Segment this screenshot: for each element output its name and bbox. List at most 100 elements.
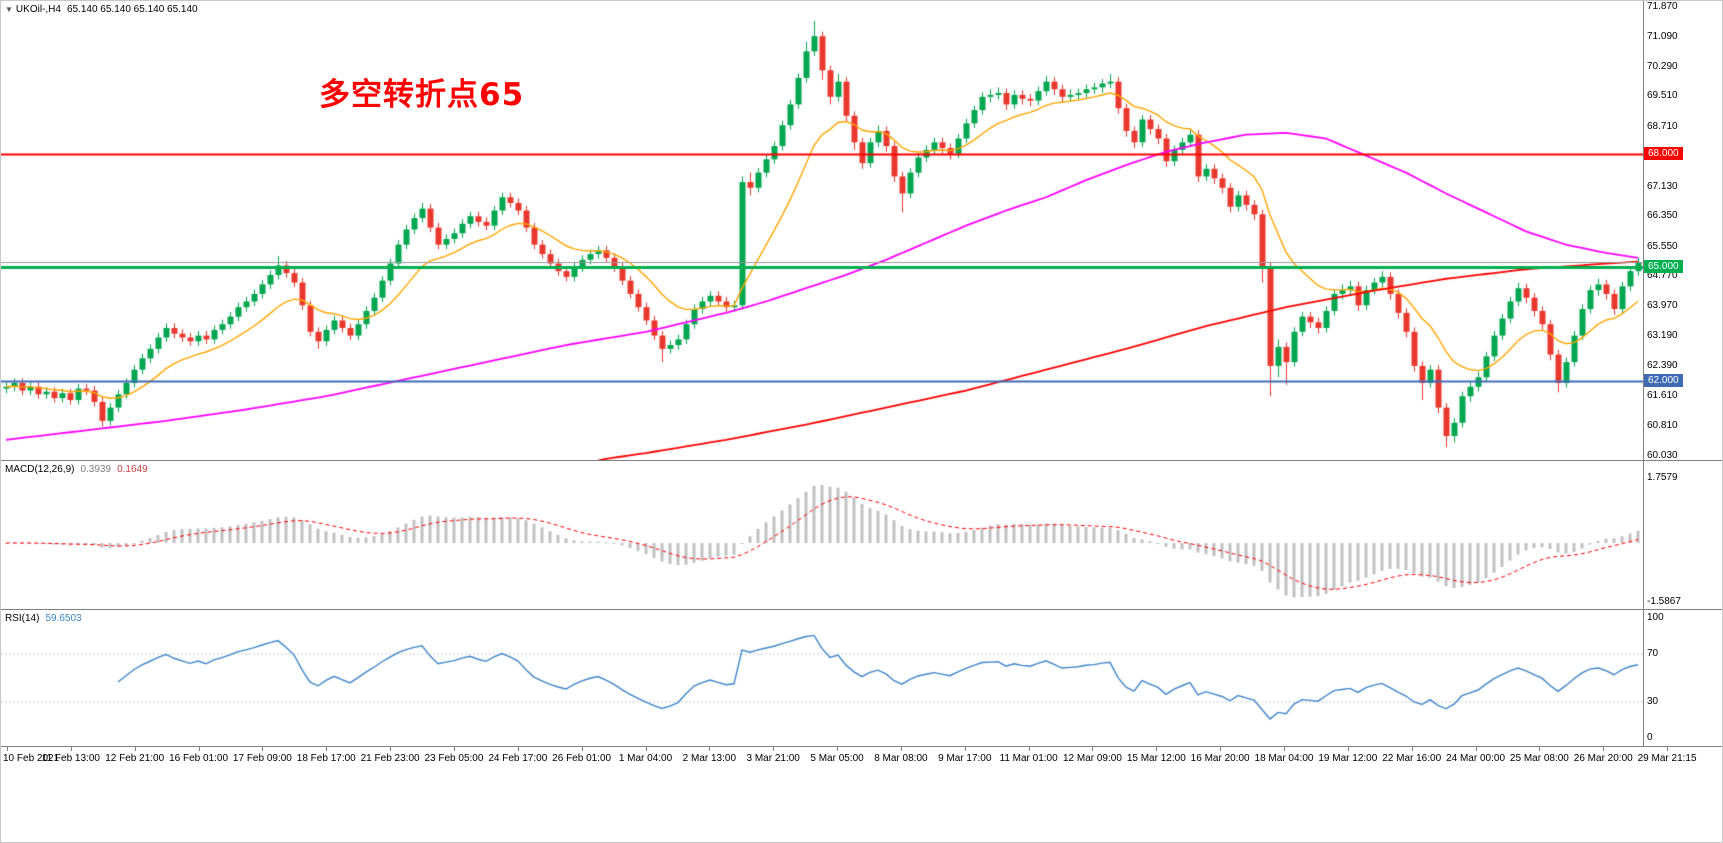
macd-axis-label: -1.5867 [1647,595,1681,607]
symbol-timeframe-label: UKOil-,H4 [15,4,61,15]
time-axis-label: 15 Mar 12:00 [1126,753,1186,764]
price-axis[interactable]: 71.87071.09070.29069.51068.71067.93067.1… [1644,1,1722,767]
macd-signal-value: 0.1649 [117,464,148,475]
price-axis-label: 62.390 [1647,360,1678,372]
time-axis-tick [900,747,902,751]
time-axis-tick [198,747,200,751]
time-axis[interactable]: 10 Feb 2021 11 Feb 13:00 12 Feb 21:00 16 Fe… [1,747,1722,842]
rsi-indicator-label: RSI(14) 59.6503 [5,613,82,624]
time-axis-label: 24 Feb 17:00 [488,753,548,764]
time-axis-label: 2 Mar 13:00 [682,753,737,764]
rsi-axis-label: 30 [1647,696,1659,707]
time-axis-label: 11 Mar 01:00 [999,753,1058,764]
price-axis-label: 61.610 [1647,389,1678,401]
time-axis-label: 29 Mar 21:15 [1637,753,1697,764]
time-axis-label: 18 Feb 17:00 [296,753,356,764]
time-axis-tick [1284,747,1285,751]
ohlc-values-label: 65.140 65.140 65.140 65.140 [66,4,198,15]
time-axis-tick [1411,747,1413,751]
panel-separator-main-macd[interactable] [1,460,1722,461]
panel-separator-time-axis [1,746,1722,747]
time-axis-tick [1028,747,1030,751]
price-axis-label: 65.550 [1647,240,1678,252]
time-axis-tick [837,747,839,751]
time-axis-tick [1475,747,1477,751]
time-axis-tick [7,747,8,751]
time-axis-label: 10 Feb 2021 [3,753,60,764]
rsi-axis-label: 100 [1647,612,1664,623]
price-axis-label: 69.510 [1647,90,1678,102]
price-axis-label: 67.130 [1647,180,1678,192]
price-axis-label: 66.350 [1647,210,1678,222]
rsi-value: 59.6503 [45,613,82,624]
macd-indicator-label: MACD(12,26,9) 0.3939 0.1649 [5,464,148,475]
hline-price-tag: 65.000 [1644,260,1683,274]
time-axis-label: 21 Feb 23:00 [360,753,420,764]
time-axis-tick [709,747,711,751]
collapse-triangle-icon[interactable]: ▼ [5,5,13,14]
time-axis-label: 23 Feb 05:00 [424,753,484,764]
time-axis-label: 9 Mar 17:00 [938,753,992,764]
time-axis-label: 25 Mar 08:00 [1509,753,1569,764]
price-axis-separator [1643,1,1644,767]
time-axis-tick [1092,747,1094,751]
time-axis-label: 16 Mar 20:00 [1190,753,1250,764]
time-axis-tick [517,747,519,751]
time-axis-label: 3 Mar 21:00 [746,753,800,764]
time-axis-tick [964,747,966,751]
chart-title: ▼ UKOil-,H4 65.140 65.140 65.140 65.140 [5,4,198,15]
time-axis-label: 17 Feb 09:00 [232,753,292,764]
time-axis-tick [326,747,328,751]
macd-axis-label: 1.7579 [1647,471,1678,483]
price-axis-label: 71.090 [1647,30,1678,42]
price-axis-label: 63.970 [1647,300,1678,312]
price-axis-label: 71.870 [1647,1,1678,12]
price-axis-label: 68.710 [1647,120,1678,132]
time-axis-label: 8 Mar 08:00 [874,753,928,764]
time-axis-tick [645,747,647,751]
time-axis-label: 1 Mar 04:00 [618,753,673,764]
time-axis-tick [1603,747,1605,751]
macd-panel-canvas[interactable] [1,461,1643,609]
time-axis-tick [1220,747,1222,751]
price-axis-label: 70.290 [1647,60,1678,72]
time-axis-label: 16 Feb 01:00 [169,753,229,764]
time-axis-tick [581,747,583,751]
time-axis-tick [773,747,775,751]
rsi-name: RSI(14) [5,613,40,624]
price-axis-label: 64.770 [1647,270,1678,282]
time-axis-label: 12 Mar 09:00 [1062,753,1122,764]
time-axis-tick [70,747,72,751]
time-axis-label: 26 Feb 01:00 [552,753,612,764]
time-axis-tick [453,747,455,751]
time-axis-label: 11 Feb 13:00 [41,753,100,764]
chart-annotation-text: 多空转折点65 [319,77,525,113]
time-axis-tick [134,747,136,751]
price-axis-label: 60.030 [1647,449,1678,461]
price-chart-canvas[interactable] [1,1,1643,460]
time-axis-label: 12 Feb 21:00 [105,753,165,764]
time-axis-label: 19 Mar 12:00 [1318,753,1378,764]
price-axis-label: 63.190 [1647,329,1678,341]
hline-price-tag: 68.000 [1644,146,1683,160]
time-axis-label: 26 Mar 20:00 [1573,753,1633,764]
macd-main-value: 0.3939 [80,464,112,475]
rsi-axis-label: 0 [1647,732,1653,743]
panel-separator-macd-rsi[interactable] [1,609,1722,610]
hline-price-tag: 62.000 [1644,374,1683,388]
time-axis-label: 5 Mar 05:00 [810,753,864,764]
rsi-axis-label: 70 [1647,648,1659,659]
time-axis-tick [262,747,264,751]
time-axis-tick [1667,747,1669,751]
time-axis-label: 22 Mar 16:00 [1382,753,1442,764]
macd-name: MACD(12,26,9) [5,464,75,475]
time-axis-label: 18 Mar 04:00 [1254,753,1314,764]
time-axis-tick [390,747,392,751]
time-axis-label: 24 Mar 00:00 [1446,753,1506,764]
price-axis-label: 60.810 [1647,420,1678,432]
time-axis-tick [1539,747,1541,751]
rsi-panel-canvas[interactable] [1,610,1643,746]
time-axis-tick [1156,747,1158,751]
time-axis-tick [1347,747,1349,751]
